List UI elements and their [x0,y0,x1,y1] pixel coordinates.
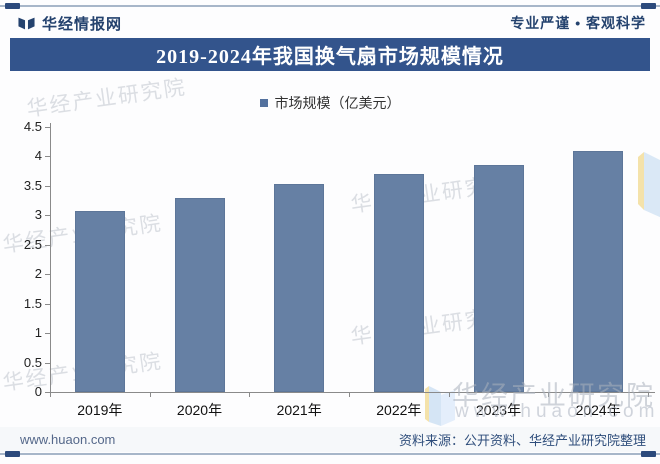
footer-source-note: 资料来源：公开资料、华经产业研究院整理 [398,433,646,448]
bar-2023年 [473,165,524,392]
legend-swatch-icon [259,99,268,107]
x-axis-label: 2023年 [475,402,522,418]
x-tick-mark [50,393,51,397]
y-tick-label: 1 [34,325,42,341]
title-bar: 2019-2024年我国换气扇市场规模情况 [10,38,650,71]
bar-2019年 [74,210,125,392]
x-axis-label: 2019年 [77,402,123,418]
x-axis-label: 2021年 [276,402,322,418]
top-border-left-cap [5,3,20,9]
y-tick-mark [45,215,50,217]
header-slogan: 专业严谨 • 客观科学 [510,15,646,31]
y-tick-label: 3 [34,207,42,223]
bottom-border-right-cap [641,451,656,457]
bar-2024年 [573,150,624,392]
legend-label: 市场规模（亿美元） [274,95,401,111]
x-tick-mark [548,393,550,397]
y-tick-mark [45,156,50,158]
y-tick-label: 2.5 [23,236,42,252]
y-axis-line [50,123,51,392]
chart-title: 2019-2024年我国换气扇市场规模情况 [156,46,504,68]
y-tick-label: 3.5 [23,177,42,193]
y-tick-mark [45,185,50,187]
y-tick-mark [45,392,50,393]
x-axis-line [50,392,655,393]
x-tick-mark [448,393,450,397]
y-tick-label: 4.5 [23,119,42,134]
y-tick-mark [45,127,50,128]
y-tick-label: 0.5 [23,354,42,370]
bar-2021年 [274,184,325,392]
footer: www.huaon.com 资料来源：公开资料、华经产业研究院整理 [0,427,660,452]
x-axis-label: 2024年 [575,402,621,418]
brand: 华经情报网 [17,13,122,34]
x-tick-mark [349,393,350,397]
y-tick-mark [45,274,50,276]
x-axis-label: 2020年 [176,402,223,418]
y-tick-mark [45,303,50,305]
y-tick-mark [45,362,50,364]
x-tick-mark [648,393,649,397]
y-tick-mark [45,244,50,246]
header: 华经情报网 专业严谨 • 客观科学 [0,10,660,36]
y-tick-label: 1.5 [23,295,42,311]
bottom-border-line [0,451,660,457]
y-tick-label: 0 [34,384,42,399]
y-tick-label: 4 [34,148,42,164]
bar-2020年 [174,197,225,392]
chart-legend: 市场规模（亿美元） [0,93,660,113]
x-tick-mark [149,393,151,397]
brand-name: 华经情报网 [42,15,123,33]
x-axis-label: 2022年 [376,402,422,418]
huajing-logo-icon [18,17,35,29]
footer-site-link[interactable]: www.huaon.com [20,432,116,447]
top-border-right-cap [641,3,656,9]
bottom-border-left-cap [5,451,20,457]
bar-2022年 [373,174,424,392]
y-tick-mark [45,333,50,335]
top-border-line [0,3,660,9]
x-tick-mark [249,393,251,397]
y-tick-label: 2 [34,266,42,282]
